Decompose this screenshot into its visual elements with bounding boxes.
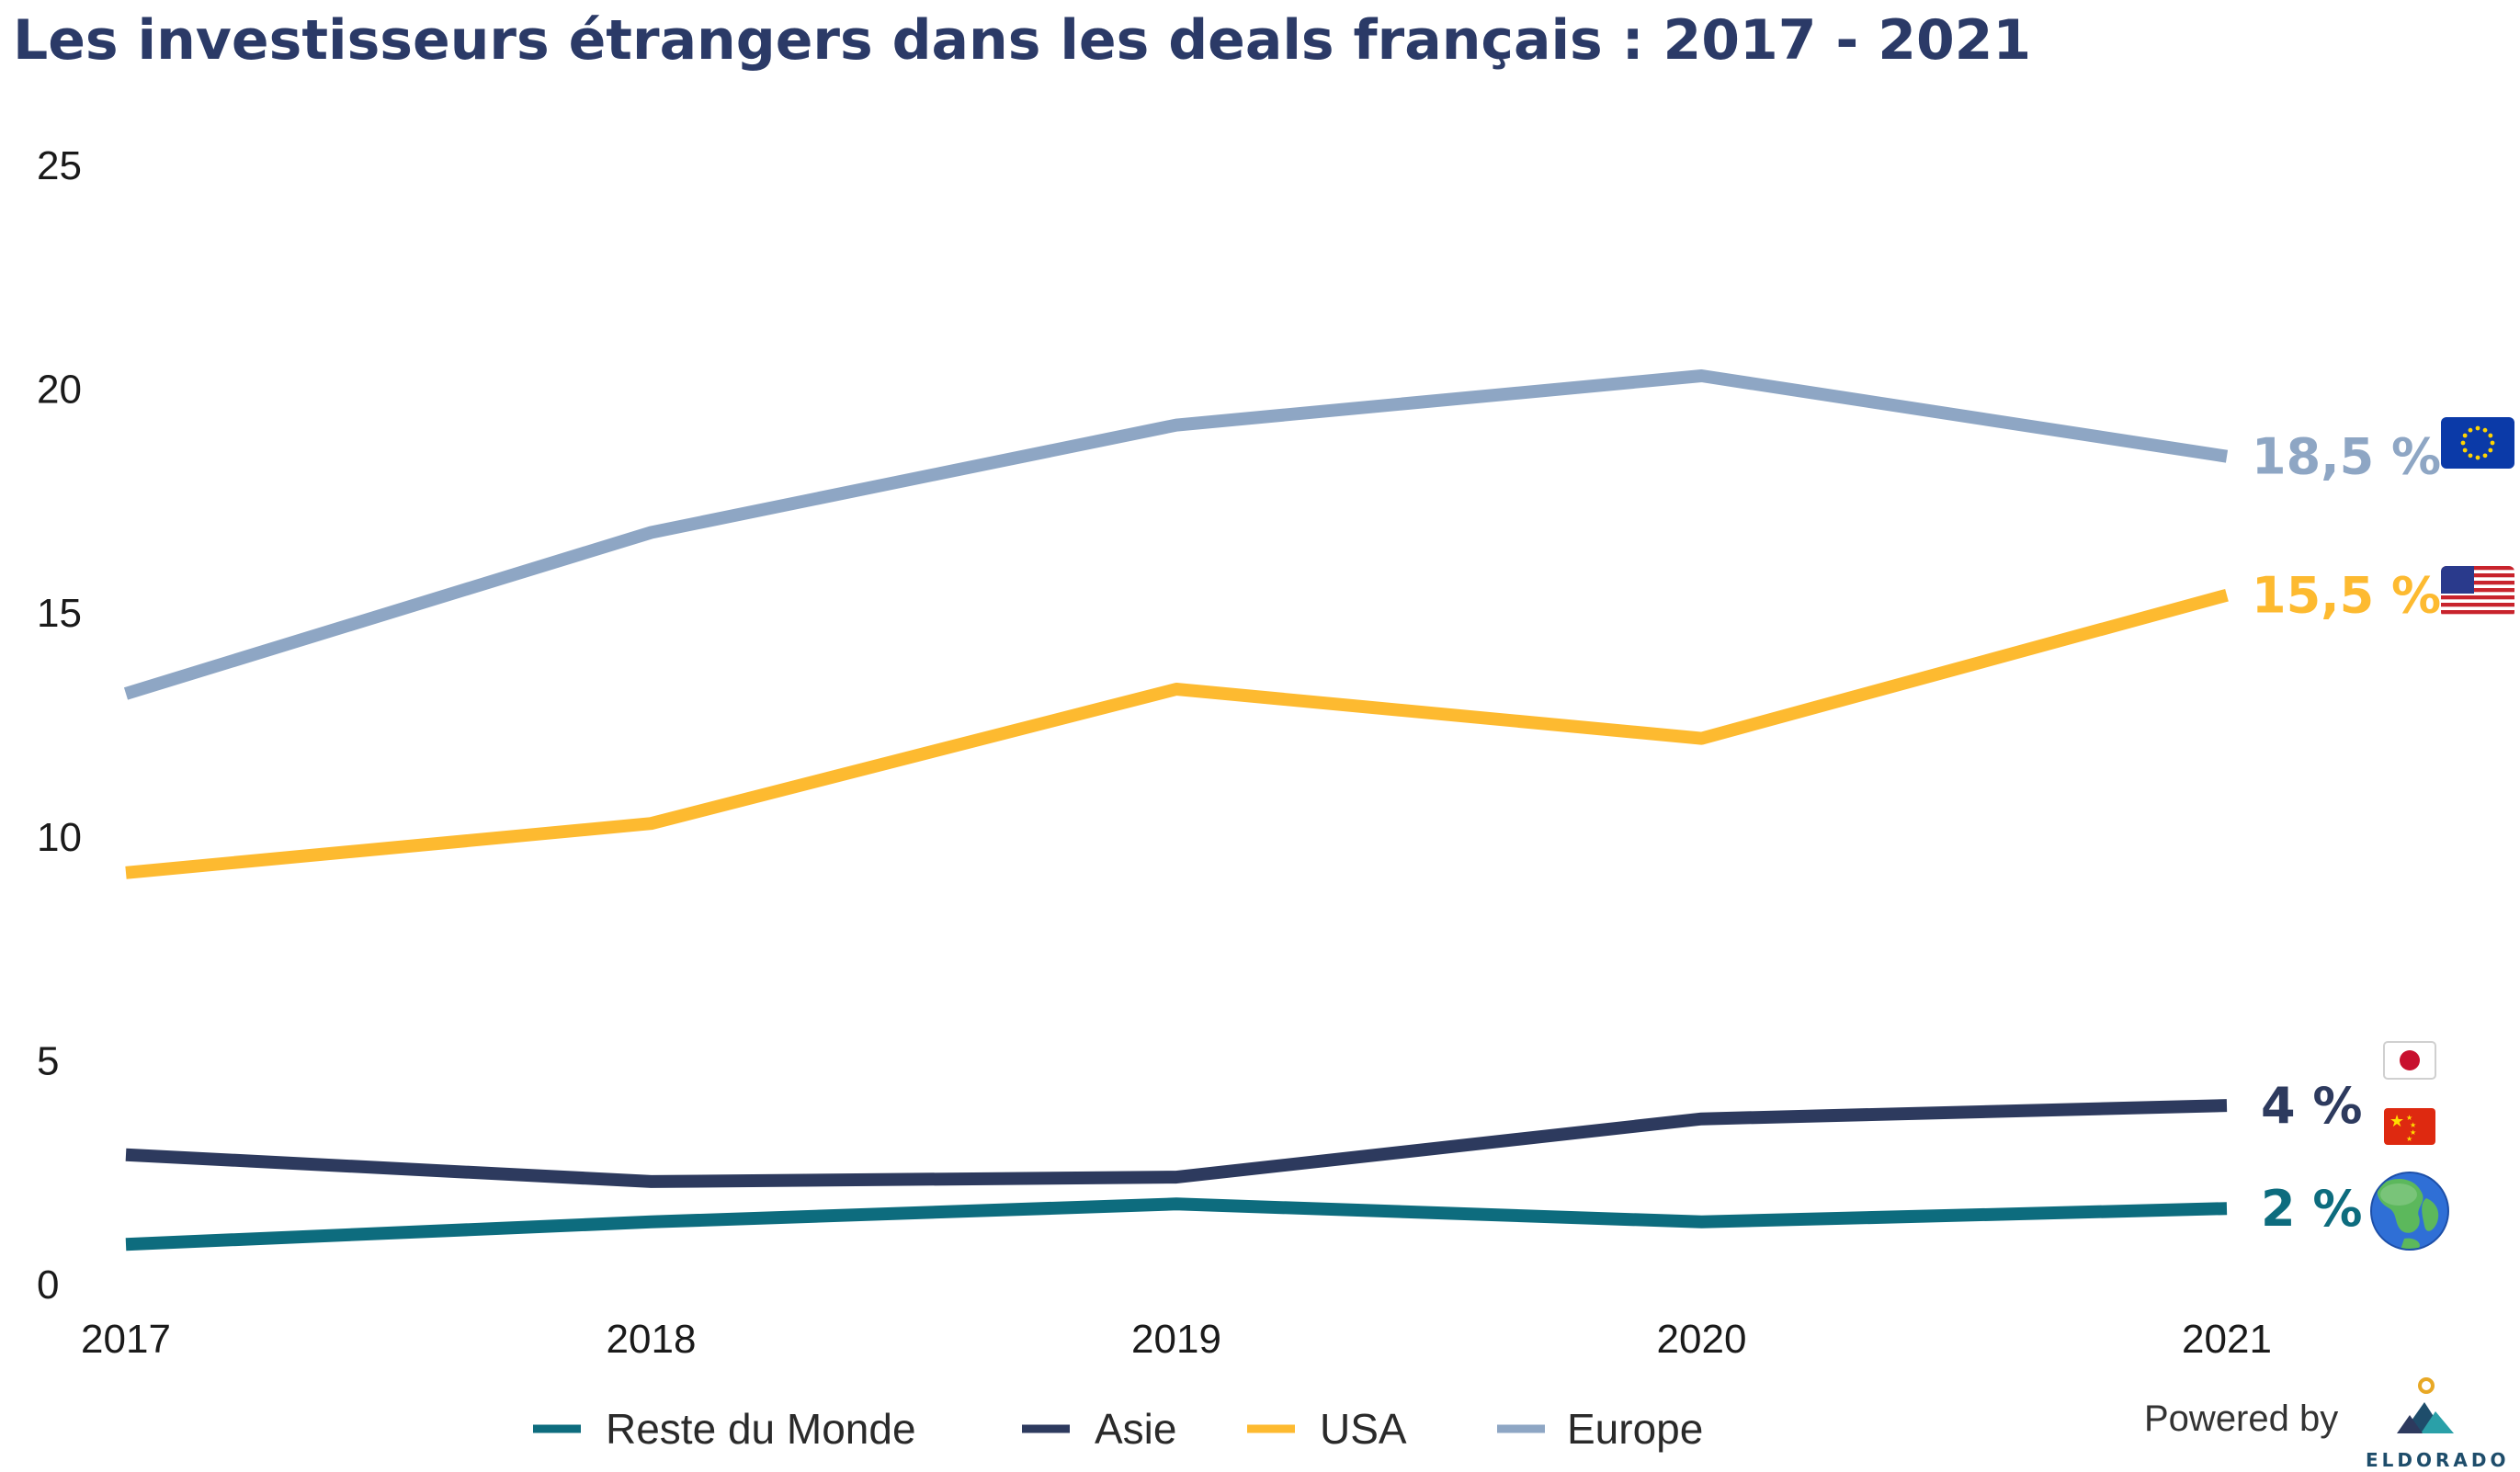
legend-label-europe: Europe — [1567, 1405, 1703, 1453]
svg-text:★: ★ — [2406, 1114, 2412, 1122]
x-tick-label: 2017 — [81, 1317, 171, 1362]
eu-star — [2468, 453, 2473, 459]
end-label-asie: 4 % — [2261, 1077, 2362, 1135]
svg-text:★: ★ — [2410, 1121, 2416, 1129]
usa-stripe — [2441, 595, 2514, 600]
end-labels: 2 % 4 % 15,5 % 18,5 % — [2252, 428, 2441, 1238]
eu-star — [2475, 455, 2480, 460]
eu-star — [2482, 427, 2488, 433]
svg-text:★: ★ — [2389, 1112, 2404, 1131]
eu-star — [2482, 453, 2488, 459]
legend-label-asie: Asie — [1095, 1405, 1176, 1453]
x-axis: 2017 2018 2019 2020 2021 — [81, 1317, 2272, 1362]
series-lines — [123, 369, 2229, 1251]
china-flag-icon: ★ ★ ★ ★ ★ — [2384, 1108, 2435, 1145]
usa-stripe — [2441, 581, 2514, 585]
legend-label-usa: USA — [1320, 1405, 1407, 1453]
eu-star — [2488, 447, 2493, 453]
end-label-europe: 18,5 % — [2252, 428, 2441, 486]
eu-star — [2460, 440, 2466, 446]
eu-flag-icon — [2441, 417, 2514, 469]
y-tick-label: 15 — [37, 591, 82, 636]
brand-name: ELDORADO — [2366, 1449, 2510, 1471]
svg-text:★: ★ — [2406, 1135, 2412, 1143]
usa-stripe — [2441, 588, 2514, 593]
series-line-europe — [123, 369, 2229, 700]
y-tick-label: 20 — [37, 368, 82, 413]
y-tick-label: 10 — [37, 815, 82, 860]
svg-text:★: ★ — [2410, 1128, 2416, 1137]
eu-star — [2475, 425, 2480, 431]
y-tick-label: 0 — [37, 1263, 59, 1308]
x-tick-label: 2018 — [607, 1317, 697, 1362]
x-tick-label: 2021 — [2182, 1317, 2272, 1362]
globe-icon — [2370, 1172, 2449, 1251]
eu-star — [2462, 447, 2468, 453]
series-line-asie — [125, 1099, 2228, 1188]
chart-title: Les investisseurs étrangers dans les dea… — [13, 8, 2031, 73]
x-tick-label: 2020 — [1657, 1317, 1747, 1362]
usa-stripe — [2441, 610, 2514, 615]
usa-stripe — [2441, 566, 2514, 571]
usa-stripe — [2441, 603, 2514, 607]
eu-star — [2490, 440, 2495, 446]
end-label-reste-du-monde: 2 % — [2261, 1180, 2362, 1238]
x-tick-label: 2019 — [1131, 1317, 1221, 1362]
eu-star — [2468, 427, 2473, 433]
y-tick-label: 5 — [37, 1038, 59, 1083]
japan-flag-icon — [2383, 1041, 2436, 1080]
powered-by-text: Powered by — [2144, 1398, 2338, 1439]
usa-flag-icon — [2441, 566, 2514, 617]
y-axis: 0 5 10 15 20 25 — [37, 143, 82, 1308]
end-label-usa: 15,5 % — [2252, 567, 2441, 625]
y-tick-label: 25 — [37, 143, 82, 188]
series-line-reste-du-monde — [125, 1197, 2228, 1251]
series-line-usa — [125, 588, 2229, 879]
eu-star — [2462, 433, 2468, 438]
legend: Reste du Monde Asie USA Europe — [533, 1405, 1703, 1453]
usa-stripe — [2441, 573, 2514, 578]
eu-star — [2488, 433, 2493, 438]
eldorado-logo-icon — [2397, 1377, 2454, 1433]
legend-label-reste-du-monde: Reste du Monde — [606, 1405, 916, 1453]
